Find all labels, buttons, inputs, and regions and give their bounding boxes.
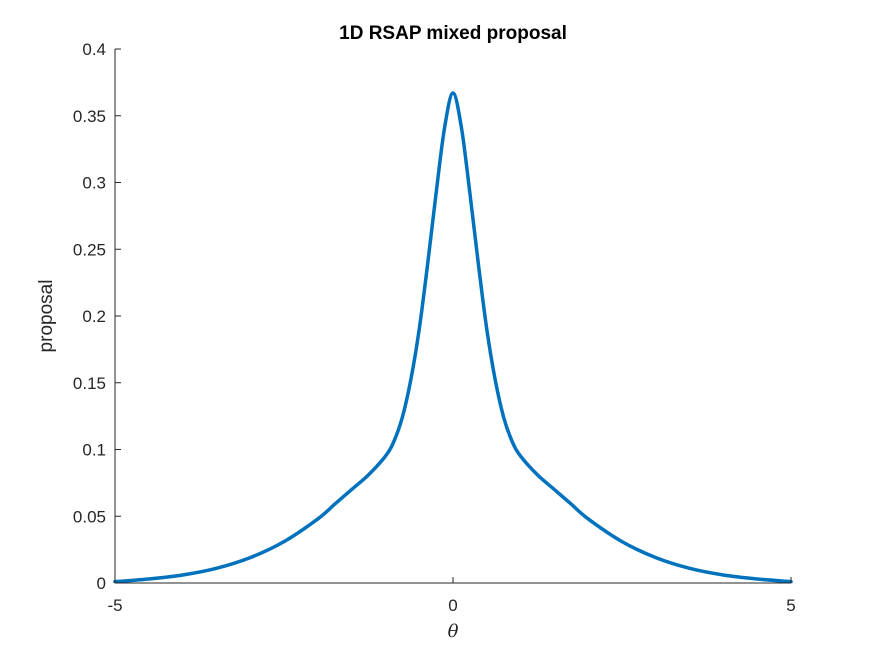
y-tick-label: 0.1 [82, 441, 106, 460]
y-tick-label: 0.35 [73, 107, 106, 126]
y-tick-label: 0.2 [82, 307, 106, 326]
y-tick-label: 0.25 [73, 240, 106, 259]
y-axis-ticks: 0 0.05 0.1 0.15 0.2 0.25 0.3 0.35 0.4 [73, 40, 121, 593]
y-tick-label: 0.05 [73, 507, 106, 526]
x-axis-label: θ [448, 621, 459, 642]
y-tick-label: 0.15 [73, 374, 106, 393]
x-tick-label: -5 [107, 596, 122, 615]
x-tick-label: 0 [448, 596, 457, 615]
y-tick-label: 0.3 [82, 174, 106, 193]
x-axis-ticks: -5 0 5 [107, 577, 796, 615]
chart-title: 1D RSAP mixed proposal [339, 23, 567, 44]
y-tick-label: 0.4 [82, 40, 106, 59]
series-line [113, 91, 793, 584]
y-axis-label: proposal [36, 280, 57, 353]
x-tick-label: 5 [786, 596, 795, 615]
plot-area [113, 91, 793, 584]
y-tick-label: 0 [97, 574, 106, 593]
